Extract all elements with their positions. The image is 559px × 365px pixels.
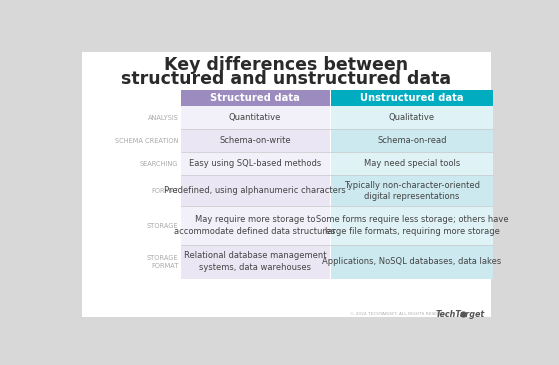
- Bar: [181, 152, 329, 176]
- Bar: [331, 245, 493, 278]
- Text: Key differences between: Key differences between: [164, 56, 409, 74]
- Text: Relational database management
systems, data warehouses: Relational database management systems, …: [184, 251, 326, 272]
- Text: Schema-on-write: Schema-on-write: [219, 136, 291, 145]
- Text: May require more storage to
accommodate defined data structures: May require more storage to accommodate …: [174, 215, 336, 236]
- Text: Unstructured data: Unstructured data: [360, 93, 464, 103]
- Bar: [331, 106, 493, 129]
- Text: Qualitative: Qualitative: [389, 113, 435, 122]
- Text: Applications, NoSQL databases, data lakes: Applications, NoSQL databases, data lake…: [323, 257, 501, 266]
- Bar: [331, 90, 493, 106]
- Bar: [331, 152, 493, 176]
- Bar: [331, 176, 493, 206]
- Text: structured and unstructured data: structured and unstructured data: [121, 70, 452, 88]
- Text: Predefined, using alphanumeric characters: Predefined, using alphanumeric character…: [164, 187, 346, 195]
- Text: Easy using SQL-based methods: Easy using SQL-based methods: [189, 160, 321, 168]
- Text: Typically non-character-oriented
digital representations: Typically non-character-oriented digital…: [344, 181, 480, 201]
- Text: FORMAT: FORMAT: [151, 188, 178, 194]
- Text: Structured data: Structured data: [210, 93, 300, 103]
- Bar: [181, 106, 329, 129]
- Bar: [181, 90, 329, 106]
- Text: Quantitative: Quantitative: [229, 113, 281, 122]
- Text: STORAGE
FORMAT: STORAGE FORMAT: [147, 255, 178, 269]
- FancyBboxPatch shape: [82, 51, 491, 317]
- Text: © 2024 TECHTARGET. ALL RIGHTS RESERVED.: © 2024 TECHTARGET. ALL RIGHTS RESERVED.: [349, 312, 449, 316]
- Bar: [181, 129, 329, 152]
- Text: Some forms require less storage; others have
large file formats, requiring more : Some forms require less storage; others …: [316, 215, 508, 236]
- Text: SEARCHING: SEARCHING: [140, 161, 178, 167]
- Bar: [331, 129, 493, 152]
- Text: ANALYSIS: ANALYSIS: [148, 115, 178, 121]
- Text: STORAGE: STORAGE: [147, 223, 178, 228]
- Text: TechTarget: TechTarget: [436, 310, 485, 319]
- Bar: [181, 206, 329, 245]
- Bar: [181, 176, 329, 206]
- Bar: [331, 206, 493, 245]
- Text: Schema-on-read: Schema-on-read: [377, 136, 447, 145]
- Bar: [181, 245, 329, 278]
- Text: SCHEMA CREATION: SCHEMA CREATION: [115, 138, 178, 144]
- Text: May need special tools: May need special tools: [364, 160, 460, 168]
